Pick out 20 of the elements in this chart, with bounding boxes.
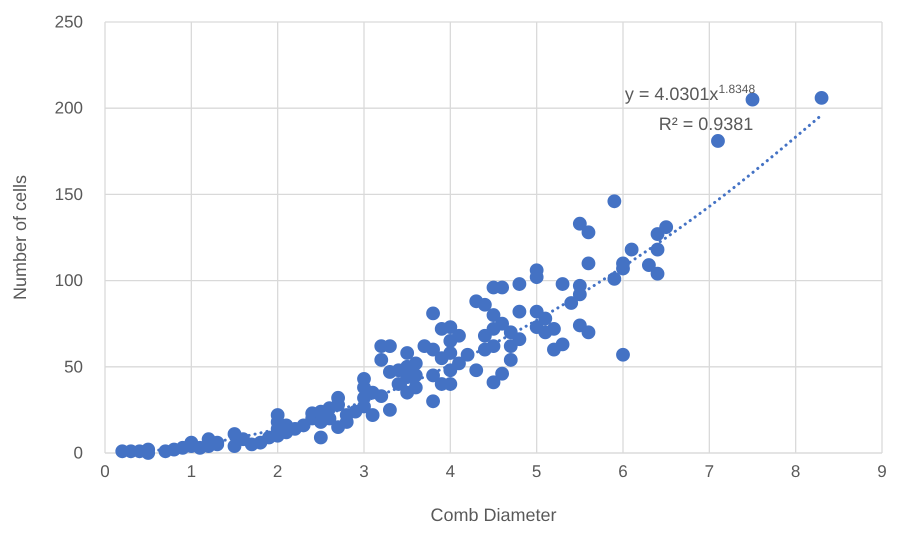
x-tick-label: 3 — [359, 462, 369, 482]
x-tick-label: 4 — [446, 462, 456, 482]
x-tick-label: 0 — [100, 462, 110, 482]
x-tick-label: 7 — [704, 462, 714, 482]
x-tick-label: 1 — [186, 462, 196, 482]
y-tick-label: 200 — [54, 98, 83, 118]
annotation: R² = 0.9381 — [658, 114, 754, 134]
y-tick-label: 0 — [74, 443, 83, 462]
x-axis-title: Comb Diameter — [430, 505, 557, 525]
x-tick-label: 9 — [877, 462, 887, 482]
y-tick-label: 100 — [54, 271, 83, 290]
y-tick-label: 50 — [64, 357, 83, 376]
y-tick-label: 250 — [54, 12, 83, 32]
x-tick-label: 2 — [272, 462, 282, 482]
y-axis-title: Number of cells — [10, 174, 30, 300]
annotation: y = 4.0301x$^{1.8348}$ — [624, 82, 756, 104]
x-tick-label: 5 — [532, 462, 542, 482]
x-tick-label: 6 — [618, 462, 628, 482]
x-tick-label: 8 — [790, 462, 800, 482]
y-tick-label: 150 — [54, 184, 83, 204]
